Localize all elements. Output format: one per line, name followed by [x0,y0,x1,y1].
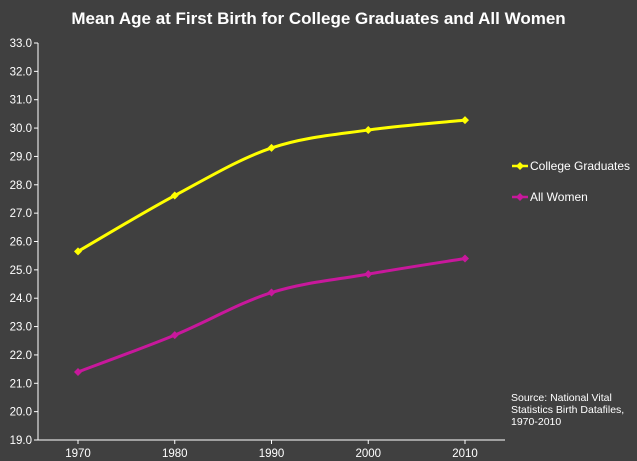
series-line-all-women [77,257,466,374]
x-tick-label: 2010 [452,448,478,460]
chart-title: Mean Age at First Birth for College Grad… [71,9,566,28]
y-tick-label: 25.0 [10,265,32,277]
x-tick-label: 1990 [259,448,285,460]
legend-item-college-graduates: College Graduates [512,158,630,174]
legend-item-all-women: All Women [512,189,588,205]
chart-axes [37,43,505,441]
y-tick-label: 27.0 [10,208,32,220]
series-all-women [74,254,469,376]
source-annotation: Source: National Vital Statistics Birth … [511,392,625,428]
legend-label-all-women: All Women [530,190,588,204]
data-point-all-women [170,331,179,340]
y-tick-label: 26.0 [10,237,32,249]
y-axis-ticks: 19.0 20.0 21.0 22.0 23.0 24.0 25.0 26.0 27.0 28.0… [10,38,38,447]
y-tick-label: 22.0 [10,350,32,362]
data-point-all-women [267,288,276,297]
y-tick-label: 24.0 [10,293,32,305]
y-tick-label: 31.0 [10,95,32,107]
x-tick-label: 2000 [355,448,381,460]
data-point-college-graduates [74,247,82,256]
legend-label-college-graduates: College Graduates [530,159,631,173]
data-point-college-graduates [461,116,469,125]
legend-swatch-college-graduates [512,162,528,170]
data-point-all-women [364,270,373,279]
series-layer [74,116,469,376]
legend-swatch-all-women [512,193,528,201]
x-tick-label: 1970 [65,448,91,460]
y-tick-label: 32.0 [10,66,32,78]
data-point-college-graduates [170,191,179,200]
x-axis-ticks: 1970 1980 1990 2000 2010 [65,440,478,460]
y-tick-label: 19.0 [10,435,32,447]
x-tick-label: 1980 [162,448,188,460]
y-tick-label: 28.0 [10,180,32,192]
y-tick-label: 30.0 [10,123,32,135]
y-tick-label: 23.0 [10,322,32,334]
data-point-college-graduates [267,143,276,152]
data-point-college-graduates [364,126,373,135]
data-point-all-women [74,367,82,376]
y-tick-label: 21.0 [10,378,32,390]
y-tick-label: 20.0 [10,407,32,419]
series-college-graduates [74,116,469,256]
y-tick-label: 33.0 [10,38,32,50]
series-line-college-graduates [77,118,466,253]
y-tick-label: 29.0 [10,151,32,163]
data-point-all-women [461,254,469,263]
